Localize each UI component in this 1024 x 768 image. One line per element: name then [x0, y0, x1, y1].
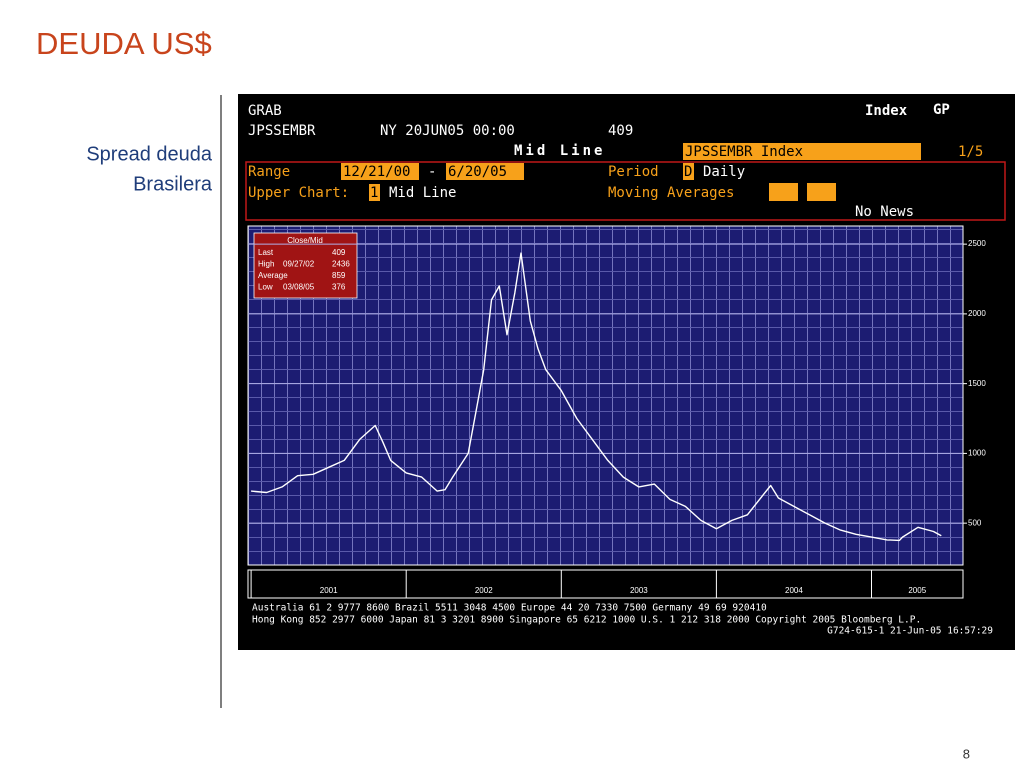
- label: Upper Chart:: [248, 185, 349, 201]
- label: 409: [608, 123, 633, 139]
- box: [807, 183, 836, 201]
- label: 12/21/00: [343, 164, 410, 180]
- x-tick-label: 2003: [630, 586, 648, 595]
- stats-value: 859: [332, 271, 346, 280]
- box: [446, 163, 524, 180]
- label: GP: [933, 102, 950, 118]
- x-tick-label: 2001: [320, 586, 338, 595]
- label: Daily: [703, 164, 745, 180]
- y-tick-label: 2500: [968, 239, 986, 248]
- y-tick-label: 1000: [968, 449, 986, 458]
- panel: [245, 161, 1006, 221]
- stats-label: Average: [258, 271, 288, 280]
- box: [769, 183, 798, 201]
- x-tick-label: 2002: [475, 586, 493, 595]
- label: NY 20JUN05 00:00: [380, 123, 515, 139]
- year-band: [247, 569, 964, 599]
- label: No News: [855, 204, 914, 220]
- x-tick-label: 2004: [785, 586, 803, 595]
- stats-label: Low: [258, 283, 273, 292]
- box: [341, 163, 419, 180]
- label: 1/5: [958, 144, 983, 160]
- series-line: [251, 252, 942, 542]
- stats-date: 03/08/05: [283, 283, 315, 292]
- label: 1: [370, 185, 378, 201]
- stats-label: Last: [258, 248, 274, 257]
- subtitle: Spread deuda: [86, 143, 213, 165]
- y-tick-label: 500: [968, 518, 982, 527]
- footer: G724-615-1 21-Jun-05 16:57:29: [827, 626, 993, 637]
- label: Mid Line: [514, 143, 605, 159]
- x-tick-label: 2005: [908, 586, 926, 595]
- box: [369, 184, 380, 201]
- label: -: [428, 164, 436, 180]
- label: GRAB: [248, 103, 282, 119]
- slide-title: DEUDA US$: [36, 26, 212, 61]
- y-tick-label: 1500: [968, 379, 986, 388]
- box: [683, 163, 694, 180]
- label: Moving Averages: [608, 185, 734, 201]
- subtitle: Brasilera: [133, 173, 213, 195]
- stats-date: 09/27/02: [283, 260, 315, 269]
- page-number: 8: [963, 746, 970, 761]
- label: Range: [248, 164, 290, 180]
- label: D: [684, 164, 692, 180]
- stats-value: 409: [332, 248, 346, 257]
- footer: Australia 61 2 9777 8600 Brazil 5511 304…: [252, 603, 767, 614]
- label: Index: [865, 103, 908, 119]
- stats-value: 2436: [332, 260, 350, 269]
- label: JPSSEMBR: [248, 123, 316, 139]
- plot-grid: [248, 226, 963, 565]
- stats-label: High: [258, 260, 274, 269]
- box: [683, 143, 921, 160]
- label: Mid Line: [389, 185, 456, 201]
- stats-title: Close/Mid: [287, 236, 323, 245]
- label: Period: [608, 164, 659, 180]
- label: JPSSEMBR Index: [685, 144, 803, 160]
- y-tick-label: 2000: [968, 309, 986, 318]
- label: 6/20/05: [448, 164, 507, 180]
- footer: Hong Kong 852 2977 6000 Japan 81 3 3201 …: [252, 615, 921, 626]
- stats-value: 376: [332, 283, 346, 292]
- plot-frame: [247, 225, 964, 566]
